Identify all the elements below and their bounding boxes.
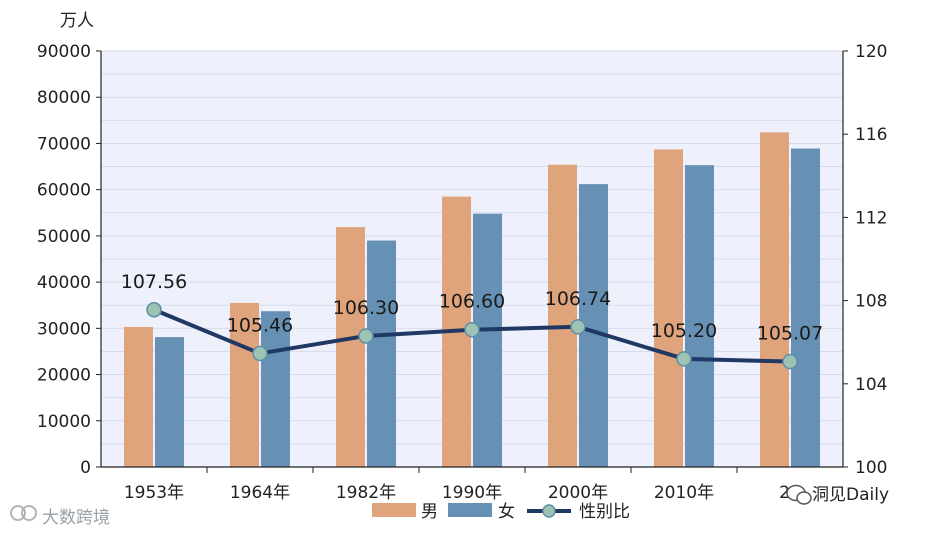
bar-female <box>473 213 502 467</box>
bar-female <box>685 165 714 467</box>
bar-male <box>336 227 365 467</box>
y2-tick-label: 100 <box>855 458 887 478</box>
sex-ratio-point <box>782 353 798 370</box>
x-tick-label: 2000年 <box>548 483 608 503</box>
y-tick-label: 40000 <box>37 273 91 293</box>
legend-swatch-female <box>448 503 492 517</box>
y2-tick-label: 112 <box>855 208 887 228</box>
bar-male <box>654 149 683 467</box>
sex-ratio-point <box>358 328 374 344</box>
y-tick-label: 80000 <box>37 88 91 108</box>
y2-tick-label: 120 <box>855 42 887 62</box>
y-tick-label: 90000 <box>37 42 91 62</box>
sex-ratio-point <box>252 345 268 362</box>
sex-ratio-line <box>146 302 798 370</box>
legend-label-male: 男 <box>421 502 438 522</box>
data-labels: 107.56 105.46 106.30 106.60 106.74 105.20 105.… <box>121 271 823 345</box>
x-tick-label: 1990年 <box>442 483 502 503</box>
bar-female <box>155 337 184 467</box>
watermark-logo-icon <box>10 505 37 521</box>
grid <box>101 50 843 445</box>
bar-female <box>367 240 396 467</box>
sex-ratio-point <box>676 351 692 367</box>
y-tick-label: 70000 <box>37 134 91 154</box>
legend-swatch-male <box>372 503 416 517</box>
y2-tick-label: 116 <box>855 125 887 145</box>
bars <box>124 132 820 468</box>
y-tick-label: 60000 <box>37 181 91 201</box>
y-tick-label: 50000 <box>37 227 91 247</box>
x-tick-label: 1964年 <box>230 483 290 503</box>
sex-ratio-label: 105.46 <box>227 314 293 336</box>
sex-ratio-label: 105.20 <box>651 320 717 342</box>
bar-male <box>760 132 789 467</box>
x-tick-label: 2010年 <box>654 483 714 503</box>
sex-ratio-point <box>146 302 162 318</box>
watermark-left-text: 大数跨境 <box>42 508 110 528</box>
sex-ratio-label: 105.07 <box>757 323 823 345</box>
x-tick-label: 1982年 <box>336 483 396 503</box>
y-tick-label: 0 <box>80 458 91 478</box>
sex-ratio-label: 106.60 <box>439 291 505 313</box>
bar-male <box>124 326 153 467</box>
legend-label-ratio: 性别比 <box>579 502 630 522</box>
y2-tick-label: 104 <box>855 375 887 395</box>
legend-label-female: 女 <box>498 502 515 522</box>
sex-ratio-label: 106.74 <box>545 288 611 310</box>
bar-female <box>261 311 290 467</box>
y2-tick-label: 108 <box>855 292 887 312</box>
sex-ratio-label: 106.30 <box>333 297 399 319</box>
sex-ratio-label: 107.56 <box>121 271 187 293</box>
watermark-left: 大数跨境 <box>10 505 110 528</box>
watermark-right: 洞见Daily <box>786 484 889 505</box>
y-axis-unit: 万人 <box>60 11 94 31</box>
wechat-icon <box>786 484 812 505</box>
legend-marker-ratio <box>542 504 556 518</box>
sex-ratio-point <box>570 319 586 335</box>
bar-female <box>791 148 820 468</box>
y-tick-label: 20000 <box>37 366 91 386</box>
legend: 男 女 性别比 <box>372 502 630 522</box>
bar-male <box>548 164 577 467</box>
y-tick-label: 10000 <box>37 412 91 432</box>
y-tick-label: 30000 <box>37 319 91 339</box>
watermark-right-text: 洞见Daily <box>812 485 889 505</box>
sex-ratio-point <box>464 321 480 338</box>
bar-male <box>230 302 259 467</box>
x-tick-label: 1953年 <box>124 483 184 503</box>
